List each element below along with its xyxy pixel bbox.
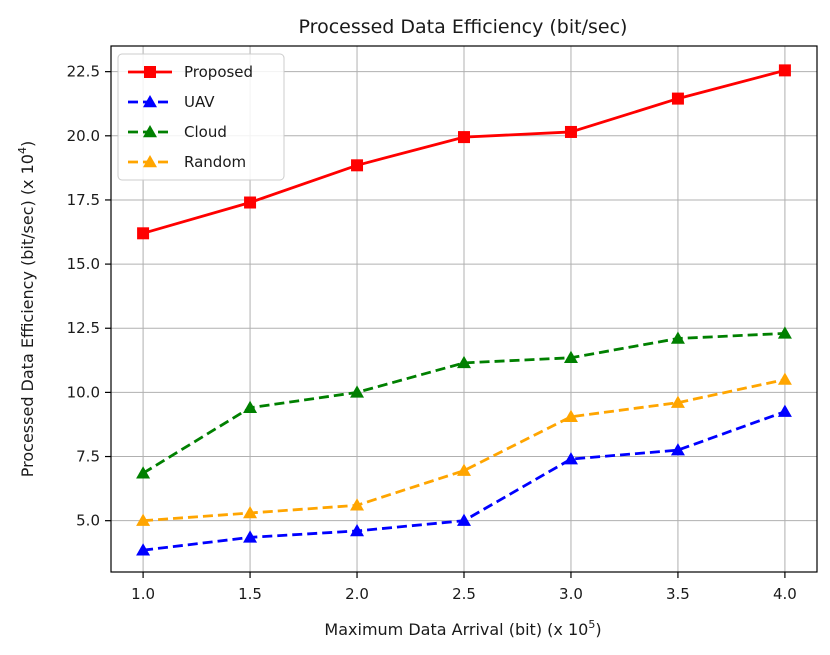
data-point-uav <box>563 452 578 465</box>
data-point-random <box>563 409 578 423</box>
y-tick-label: 5.0 <box>76 512 100 530</box>
data-point-random <box>457 463 471 476</box>
y-tick-label: 10.0 <box>67 383 100 401</box>
data-point-uav <box>243 530 258 543</box>
x-tick-label: 2.5 <box>452 585 476 603</box>
y-tick-label: 12.5 <box>67 319 100 337</box>
legend: Proposed UAV Cloud Random <box>117 53 285 181</box>
data-point-cloud <box>670 331 685 344</box>
x-axis-label: Maximum Data Arrival (bit) (x 105) <box>324 618 601 639</box>
x-axis-label-exponent: 5 <box>588 618 595 631</box>
series-proposed <box>137 64 791 240</box>
data-point-uav <box>457 513 471 526</box>
x-tick-label: 3.5 <box>666 585 690 603</box>
y-axis-label: Processed Data Efficiency (bit/sec) (x 1… <box>16 141 37 477</box>
data-point-proposed <box>244 196 257 209</box>
data-point-random <box>243 505 258 519</box>
series-random <box>136 372 792 526</box>
data-point-proposed <box>458 131 470 144</box>
series-layer <box>136 64 792 556</box>
data-point-cloud <box>777 326 792 339</box>
data-point-uav <box>136 543 151 556</box>
data-point-proposed <box>564 125 577 138</box>
x-tick-label: 1.5 <box>238 585 262 603</box>
data-point-uav <box>350 523 365 537</box>
y-tick-label: 15.0 <box>67 255 100 273</box>
series-uav <box>136 404 792 556</box>
data-point-cloud <box>350 385 365 398</box>
data-point-uav <box>777 404 792 417</box>
y-axis-label-text: Processed Data Efficiency (bit/sec) (x 1… <box>18 154 37 477</box>
legend-label-uav: UAV <box>184 93 215 111</box>
data-point-cloud <box>243 400 258 414</box>
data-point-random <box>777 372 792 385</box>
data-point-cloud <box>457 355 471 369</box>
data-point-proposed <box>671 92 684 105</box>
ticks: 1.0 1.5 2.0 2.5 3.0 3.5 4.0 5.0 7.5 10.0 12.5 15.0 1… <box>67 63 797 603</box>
legend-marker-cloud <box>143 125 157 138</box>
legend-marker-proposed <box>144 66 156 78</box>
chart-title: Processed Data Efficiency (bit/sec) <box>299 16 628 38</box>
legend-label-cloud: Cloud <box>184 123 227 141</box>
series-cloud <box>136 326 792 479</box>
x-axis-label-text: Maximum Data Arrival (bit) (x 10 <box>324 620 588 639</box>
data-point-proposed <box>351 159 364 172</box>
data-point-random <box>350 498 365 511</box>
data-point-cloud <box>136 466 151 479</box>
data-point-uav <box>670 443 685 456</box>
legend-box <box>117 53 285 181</box>
y-tick-label: 7.5 <box>76 448 100 466</box>
x-tick-label: 2.0 <box>345 585 369 603</box>
x-tick-label: 4.0 <box>773 585 797 603</box>
legend-label-random: Random <box>184 153 246 171</box>
x-tick-label: 3.0 <box>559 585 583 603</box>
x-tick-label: 1.0 <box>131 585 155 603</box>
legend-label-proposed: Proposed <box>184 63 253 81</box>
legend-marker-random <box>143 155 157 168</box>
x-axis-label-suffix: ) <box>595 620 601 639</box>
y-tick-label: 22.5 <box>67 63 100 81</box>
data-point-proposed <box>137 227 150 240</box>
y-tick-label: 20.0 <box>67 127 100 145</box>
data-point-cloud <box>563 350 578 364</box>
data-point-random <box>670 395 685 408</box>
y-tick-label: 17.5 <box>67 191 100 209</box>
data-point-random <box>136 513 151 526</box>
legend-marker-uav <box>143 95 157 108</box>
data-point-proposed <box>778 64 791 77</box>
y-axis-label-exponent: 4 <box>16 147 29 154</box>
y-axis-label-suffix: ) <box>18 141 37 147</box>
